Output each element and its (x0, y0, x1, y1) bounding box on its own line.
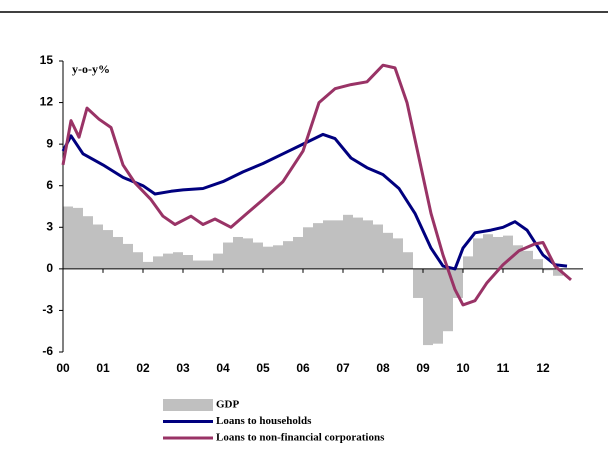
bar (333, 220, 343, 269)
y-tick-label: 12 (40, 95, 54, 109)
bar (293, 236, 303, 269)
bar (443, 268, 453, 332)
x-tick-label: 07 (336, 361, 350, 375)
bar (523, 250, 533, 269)
bar (133, 252, 143, 269)
y-tick-label: -3 (42, 303, 53, 317)
y-tick-label: 15 (40, 53, 54, 67)
bar (383, 232, 393, 269)
x-tick-label: 03 (176, 361, 190, 375)
bar (283, 241, 293, 269)
bar (493, 236, 503, 269)
bar (113, 236, 123, 269)
bar (83, 216, 93, 269)
bar (313, 223, 323, 269)
bar (423, 268, 433, 346)
bar (203, 260, 213, 269)
bar (453, 268, 463, 298)
bar (553, 268, 563, 276)
x-tick-label: 04 (216, 361, 230, 375)
bar (263, 246, 273, 269)
bar (173, 252, 183, 269)
line (61, 132, 568, 271)
bar (153, 256, 163, 269)
bar (63, 206, 73, 269)
x-tick-label: 05 (256, 361, 270, 375)
legend-label: Loans to non-financial corporations (216, 432, 385, 444)
bar (513, 245, 523, 269)
x-tick-label: 00 (56, 361, 70, 375)
bar (73, 207, 83, 269)
y-tick-label: 6 (46, 178, 53, 192)
y-tick-label: 0 (46, 261, 53, 275)
bar (343, 214, 353, 269)
bar (253, 242, 263, 269)
bar (533, 259, 543, 269)
x-tick-label: 08 (376, 361, 390, 375)
bar (93, 224, 103, 269)
x-tick-label: 11 (497, 361, 510, 375)
bar (373, 224, 383, 269)
x-tick-label: 12 (536, 361, 550, 375)
bar (183, 255, 193, 269)
y-tick-label: 9 (46, 136, 53, 150)
y-tick-label: -6 (42, 344, 53, 358)
bar (543, 268, 553, 271)
bar (473, 238, 483, 269)
x-tick-label: 10 (456, 361, 470, 375)
bar (163, 253, 173, 269)
bar (503, 235, 513, 269)
bar (123, 243, 133, 269)
bar (303, 227, 313, 269)
x-tick-label: 02 (136, 361, 150, 375)
bar (403, 252, 413, 269)
bar (273, 245, 283, 269)
bar (103, 230, 113, 269)
bar (243, 238, 253, 269)
x-tick-label: 09 (416, 361, 430, 375)
bar (223, 242, 233, 269)
bar (193, 260, 203, 269)
legend-label: Loans to households (216, 415, 312, 427)
bar (483, 234, 493, 269)
legend-swatch (163, 399, 213, 411)
x-tick-label: 06 (296, 361, 310, 375)
legend-label: GDP (216, 399, 240, 411)
unit-label: y-o-y% (72, 62, 110, 76)
y-tick-label: 3 (46, 219, 53, 233)
bar (323, 220, 333, 269)
bar (363, 220, 373, 269)
bar (213, 253, 223, 269)
bar (233, 236, 243, 269)
x-tick-label: 01 (96, 361, 110, 375)
bar (413, 268, 423, 298)
bar (353, 217, 363, 269)
bar (433, 268, 443, 344)
line (61, 63, 572, 307)
bar (393, 238, 403, 269)
bar (463, 256, 473, 269)
bar (143, 261, 153, 269)
